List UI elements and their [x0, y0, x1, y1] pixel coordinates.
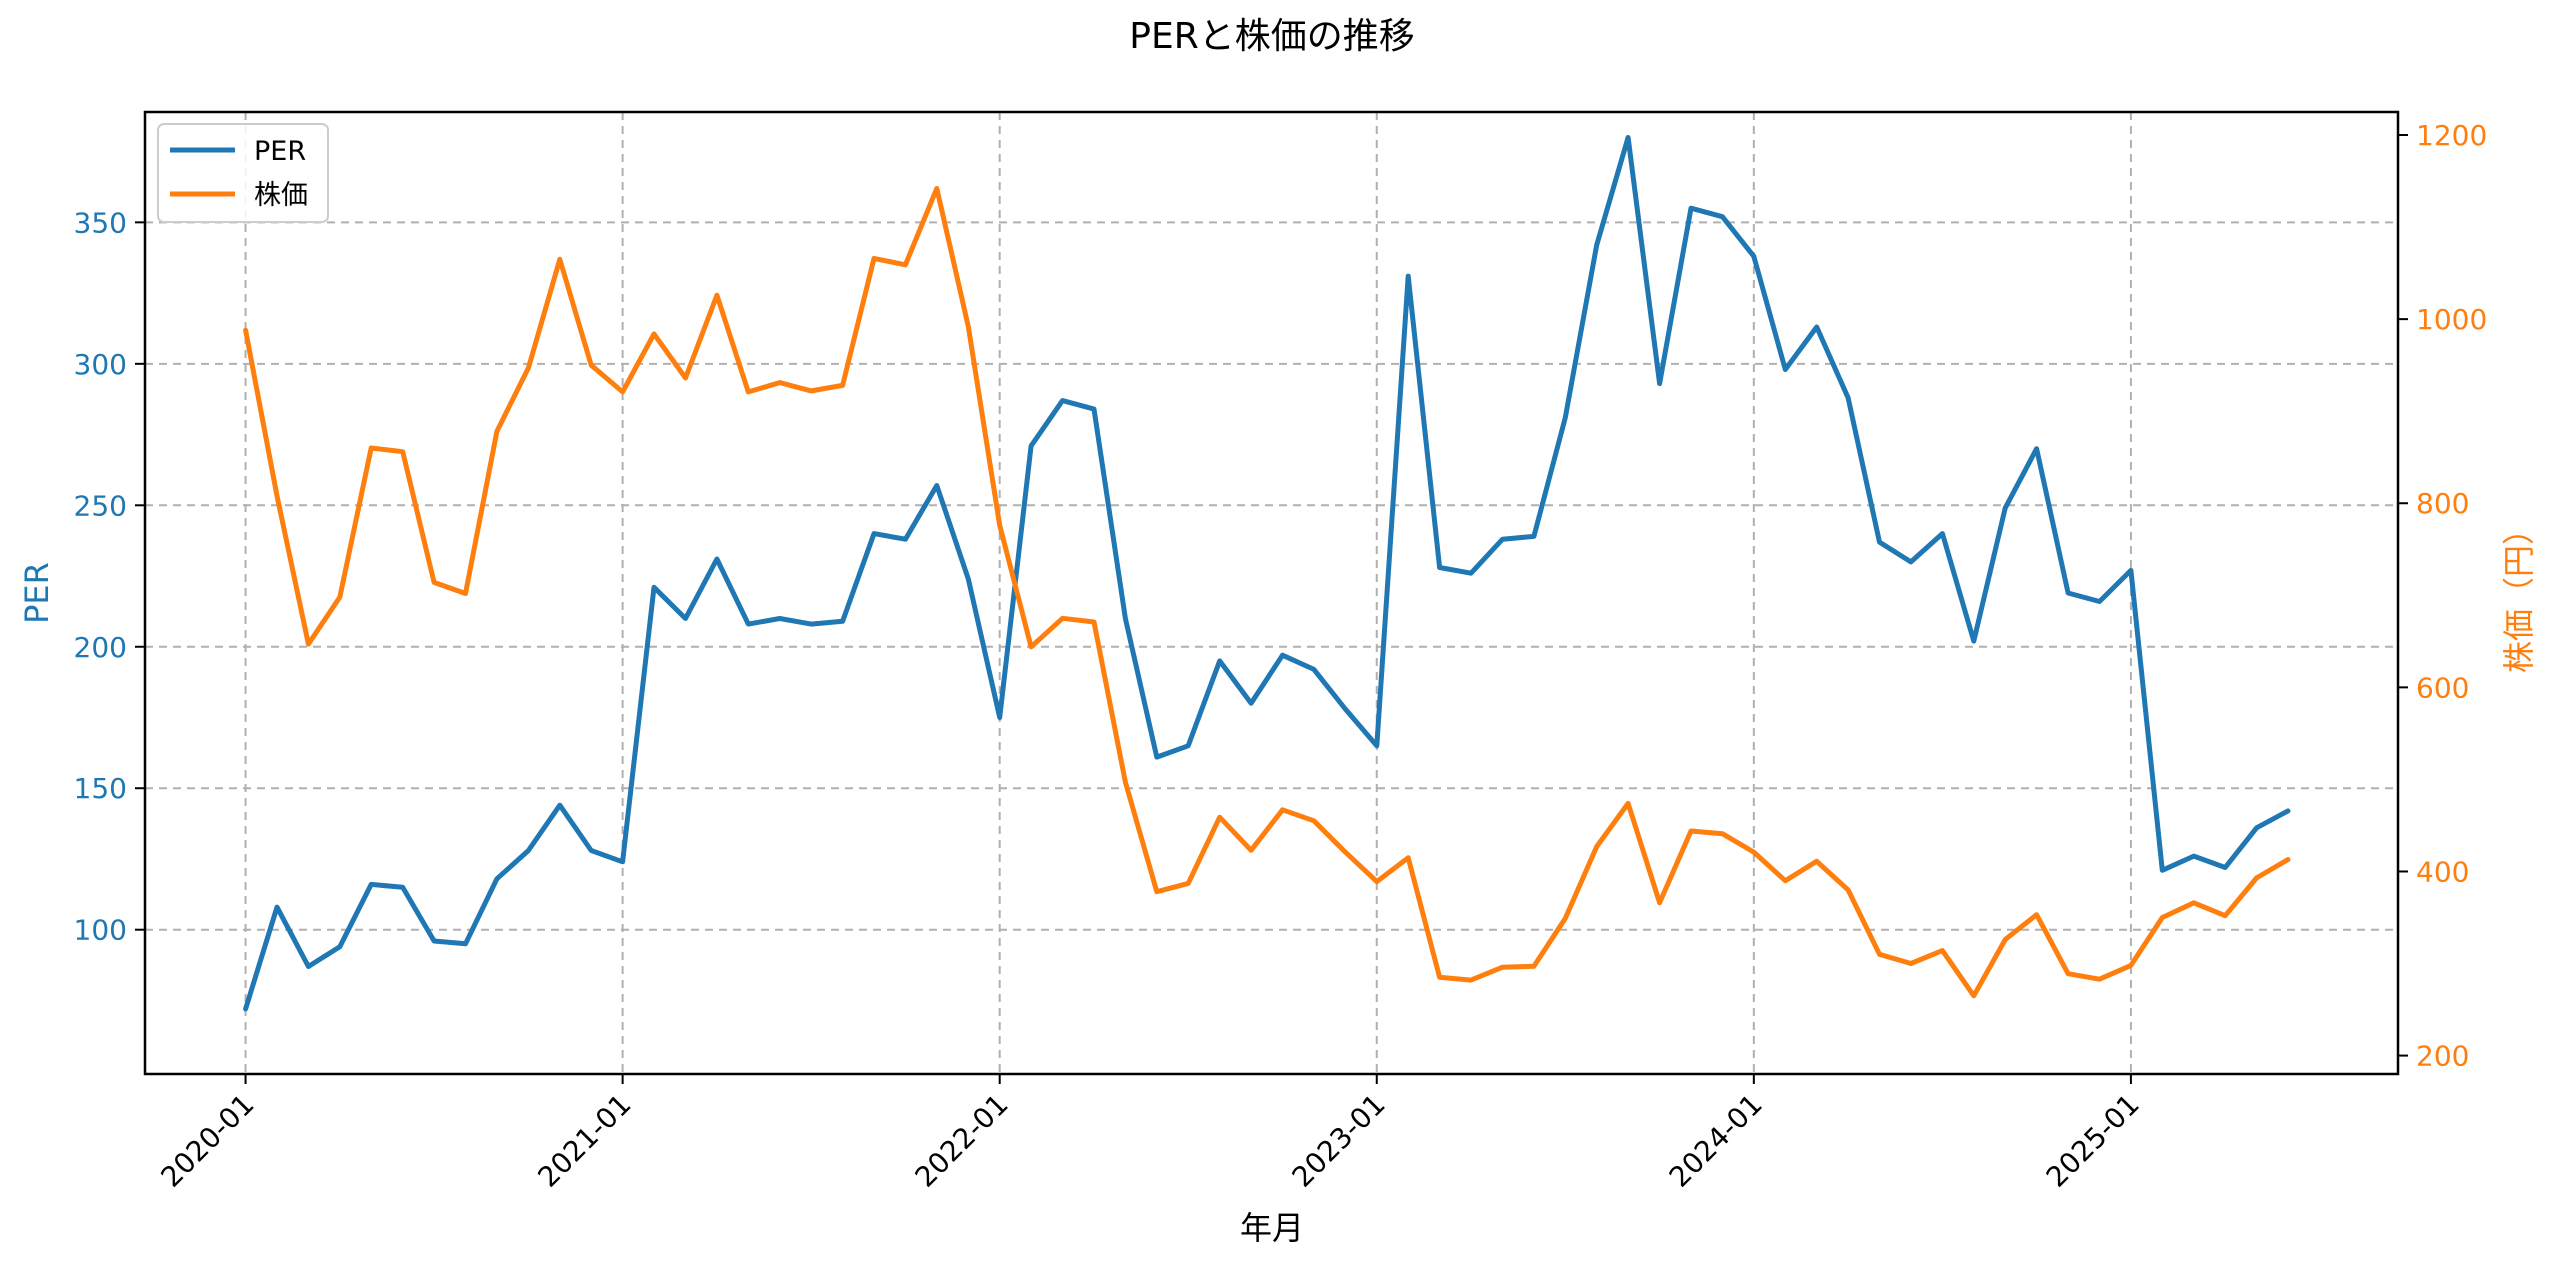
y-right-tick-label: 1200	[2416, 119, 2487, 152]
chart-title: PERと株価の推移	[1129, 16, 1414, 57]
legend-label-stock-price: 株価	[254, 180, 308, 211]
x-tick-label: 2021-01	[532, 1088, 638, 1194]
series-layer	[243, 135, 2291, 1012]
series-line-per	[243, 135, 2291, 1012]
x-axis-label: 年月	[1240, 1209, 1304, 1247]
series-line-stock-price	[243, 185, 2291, 999]
y-left-tick-label: 250	[74, 489, 127, 522]
y-left-tick-label: 100	[74, 914, 127, 947]
y-right-tick-label: 200	[2416, 1040, 2469, 1073]
x-tick-label: 2020-01	[154, 1088, 260, 1194]
grid	[145, 112, 2398, 1074]
y-left-tick-label: 350	[74, 206, 127, 239]
y-right-tick-label: 1000	[2416, 303, 2487, 336]
y-left-tick-label: 200	[74, 631, 127, 664]
y-right-tick-label: 600	[2416, 671, 2469, 704]
plot-frame	[143, 110, 2400, 1076]
y-right-tick-label: 800	[2416, 487, 2469, 520]
legend: PER 株価	[157, 123, 329, 223]
x-tick-label: 2025-01	[2040, 1088, 2146, 1194]
y-axis-left-label: PER	[18, 562, 56, 624]
y-left-tick-label: 300	[74, 348, 127, 381]
y-right-tick-label: 400	[2416, 855, 2469, 888]
x-tick-label: 2022-01	[909, 1088, 1015, 1194]
x-tick-label: 2023-01	[1286, 1088, 1392, 1194]
x-tick-label: 2024-01	[1663, 1088, 1769, 1194]
legend-label-per: PER	[254, 136, 306, 167]
y-axis-right-label: 株価（円）	[2500, 513, 2538, 673]
y-left-tick-label: 150	[74, 772, 127, 805]
